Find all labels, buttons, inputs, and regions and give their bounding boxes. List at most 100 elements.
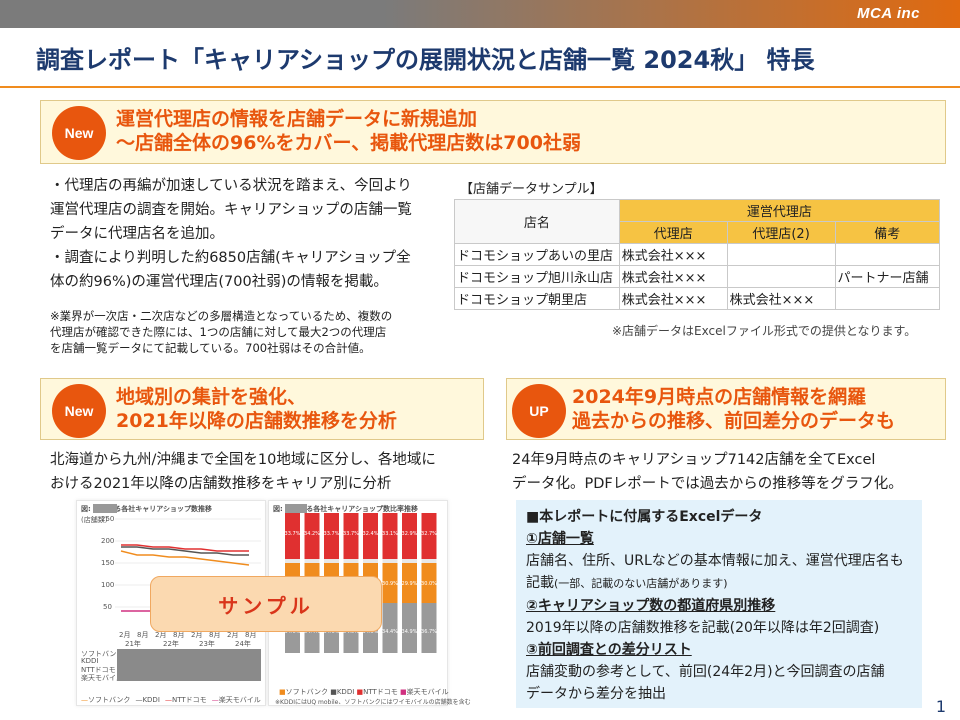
table-cell-store: ドコモショップあいの里店: [454, 243, 620, 266]
x-year: 21年: [125, 640, 141, 648]
y-tick: 50: [103, 603, 112, 611]
excel-item-heading: ②キャリアショップ数の都道府県別推移: [526, 598, 776, 614]
x-tick: 8月: [245, 631, 257, 639]
bar-segment: [402, 603, 417, 653]
bar-label-mid: 30.0%: [421, 581, 437, 587]
bar-segment: [382, 559, 398, 563]
bar-segment: [402, 513, 417, 559]
excel-data-box: ■本レポートに付属するExcelデータ ①店舗一覧 店舗名、住所、URLなどの基…: [516, 500, 922, 708]
bar-segment: [324, 559, 339, 563]
bar-label-top: 33.7%: [343, 531, 359, 537]
chart-left-unit: (店舗数): [81, 516, 108, 524]
row-label: NTTドコモ: [81, 666, 116, 674]
bar-segment: [285, 513, 300, 559]
bar-label-top: 33.1%: [382, 531, 398, 537]
excel-item-line: 店舗名、住所、URLなどの基本情報に加え、運営代理店名も: [526, 553, 904, 569]
table-header-agent-group: 運営代理店: [618, 199, 941, 222]
section1-body-line: 運営代理店の調査を開始。キャリアショップの店舗一覧: [50, 202, 412, 218]
section2-new-badge: New: [52, 384, 106, 438]
bar-label-top: 32.7%: [421, 531, 437, 537]
section3-body-line: データ化。PDFレポートでは過去からの推移等をグラフ化。: [512, 476, 903, 492]
table-cell-agent1: 株式会社×××: [618, 243, 728, 266]
bar-segment: [382, 513, 398, 559]
legend-item: 楽天モバイル: [406, 688, 449, 696]
y-tick: 100: [101, 581, 115, 589]
table-cell-agent2: 株式会社×××: [726, 287, 836, 310]
section3-heading-line2: 過去からの推移、前回差分のデータも: [572, 410, 896, 432]
table-row: ドコモショップ旭川永山店 株式会社××× パートナー店舗: [454, 265, 941, 288]
bar-label-mid: 30.9%: [382, 581, 398, 587]
section1-body-line: 体の約96%)の運営代理店(700社弱)の情報を掲載。: [50, 274, 388, 290]
x-year: 23年: [199, 640, 215, 648]
table-caption: 【店舗データサンプル】: [460, 182, 603, 197]
excel-item-line: 2019年以降の店舗数推移を記載(20年以降は年2回調査): [526, 620, 880, 636]
legend-item: 楽天モバイル: [218, 696, 261, 704]
bar-label-bottom: 34.4%: [304, 629, 320, 635]
bar-segment: [363, 513, 378, 559]
bar-label-top: 33.7%: [285, 531, 301, 537]
bar-segment: [421, 603, 437, 653]
x-tick: 2月: [119, 631, 131, 639]
excel-item-heading: ①店舗一覧: [526, 531, 594, 547]
section1-note-line: ※業界が一次店・二次店などの多層構造となっているため、複数の: [50, 309, 393, 323]
y-tick: 250: [101, 515, 115, 523]
top-bar: [0, 0, 960, 28]
section3-up-badge: UP: [512, 384, 566, 438]
section1-heading-line2: ～店舗全体の96%をカバー、掲載代理店数は700社弱: [116, 132, 581, 154]
bar-segment: [421, 513, 437, 559]
bar-segment: [402, 559, 417, 563]
y-tick: 200: [101, 537, 115, 545]
series-line-softbank: [120, 550, 250, 566]
brand-logo: MCA inc: [857, 5, 920, 22]
bar-label-bottom: 34.6%: [285, 629, 301, 635]
chart-left-title: 図: における各社キャリアショップ数推移: [81, 505, 212, 513]
bar-segment: [382, 563, 398, 603]
table-cell-agent2: [726, 243, 836, 266]
table-header-store: 店名: [454, 199, 620, 244]
bar-segment: [343, 559, 359, 563]
section1-panel: [40, 100, 946, 164]
section2-body-line: 北海道から九州/沖縄まで全国を10地域に区分し、各地域に: [50, 452, 436, 468]
x-tick: 2月: [227, 631, 239, 639]
legend-item: NTTドコモ: [363, 688, 398, 696]
table-cell-store: ドコモショップ朝里店: [454, 287, 620, 310]
chart-right-legend: ■ソフトバンク ■KDDI ■NTTドコモ ■楽天モバイル: [279, 688, 449, 696]
page-number: 1: [935, 697, 946, 716]
title-divider: [0, 86, 960, 88]
row-label: ソフトバンク: [81, 650, 124, 658]
table-cell-remark: [834, 287, 941, 310]
section3-heading-line1: 2024年9月時点の店舗情報を網羅: [572, 386, 867, 408]
table-row: ドコモショップあいの里店 株式会社×××: [454, 243, 941, 266]
chart-right-footnote: ※KDDIにはUQ mobile、ソフトバンクにはワイモバイルの店舗数を含む: [275, 699, 471, 706]
bar-label-top: 32.4%: [363, 531, 379, 537]
series-line-docomo: [121, 544, 249, 552]
chart-right-title: 図: における各社キャリアショップ数比率推移: [273, 505, 418, 513]
section1-note-line: 代理店が確認できた際には、1つの店舗に対して最大2つの代理店: [50, 325, 387, 339]
bar-segment: [304, 513, 320, 559]
bar-label-top: 34.2%: [304, 531, 320, 537]
legend-item: ソフトバンク: [88, 696, 131, 704]
section1-body-line: ・調査により判明した約6850店舗(キャリアショップ全: [50, 250, 411, 266]
section2-body: 北海道から九州/沖縄まで全国を10地域に区分し、各地域に おける2021年以降の…: [50, 448, 436, 496]
redacted-region-box: [285, 504, 307, 513]
table-header-agent2: 代理店(2): [726, 221, 836, 244]
excel-box-title: ■本レポートに付属するExcelデータ: [526, 509, 763, 525]
bar-label-top: 32.9%: [402, 531, 418, 537]
x-tick: 8月: [173, 631, 185, 639]
bar-label-bottom: 34.9%: [402, 629, 418, 635]
bar-label-bottom: 34.4%: [382, 629, 398, 635]
y-tick: 150: [101, 559, 115, 567]
bar-label-bottom: 34.6%: [324, 629, 340, 635]
bar-label-bottom: 34.5%: [363, 629, 379, 635]
bar-label-top: 33.7%: [324, 531, 340, 537]
page-title: 調査レポート「キャリアショップの展開状況と店舗一覧 2024秋」 特長: [36, 46, 815, 74]
bar-label-bottom: 36.7%: [421, 629, 437, 635]
section1-new-badge: New: [52, 106, 106, 160]
section3-body: 24年9月時点のキャリアショップ7142店舗を全てExcel データ化。PDFレ…: [512, 448, 903, 496]
bar-segment: [285, 559, 300, 563]
bar-segment: [421, 563, 437, 603]
excel-item-heading: ③前回調査との差分リスト: [526, 642, 692, 658]
x-tick: 2月: [191, 631, 203, 639]
section3-panel: [506, 378, 946, 440]
excel-item-note: (一部、記載のない店舗があります): [554, 577, 728, 590]
